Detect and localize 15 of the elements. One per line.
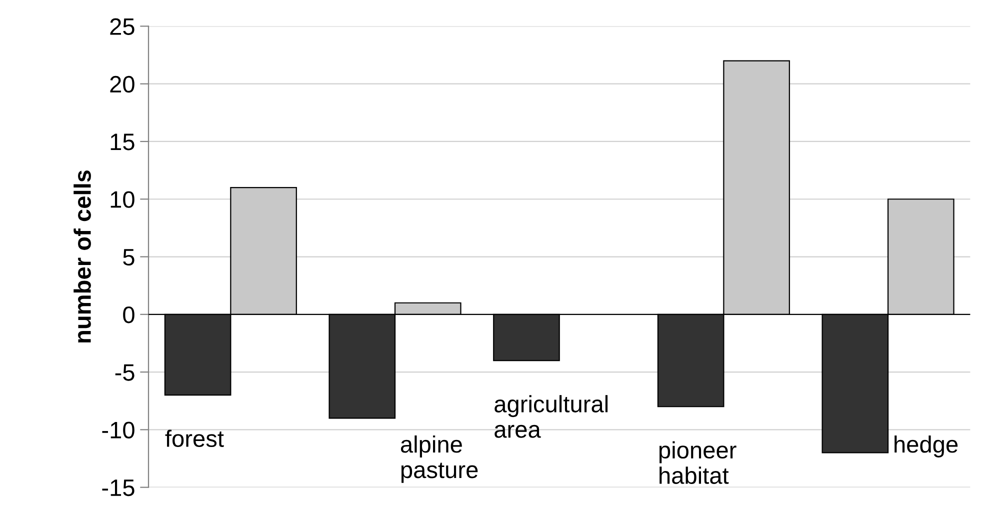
x-tick-label: pioneer habitat — [659, 441, 736, 484]
y-tick-label: -5 — [115, 364, 134, 381]
y-tick-label: 10 — [110, 191, 134, 208]
y-tick-label: 25 — [110, 18, 134, 35]
y-tick-label: -10 — [102, 422, 134, 438]
x-tick-label: forest — [165, 430, 224, 448]
y-tick-label: 20 — [110, 76, 134, 93]
y-tick-label: 5 — [123, 249, 134, 266]
y-tick-label: 0 — [123, 306, 134, 324]
y-tick-label: 15 — [110, 134, 134, 150]
x-tick-label: agricultural area — [494, 395, 608, 438]
x-tick-label: hedge — [894, 435, 958, 458]
y-tick-label: -15 — [102, 480, 134, 496]
x-tick-label: alpine pasture — [400, 435, 478, 483]
y-axis-title: number of cells — [74, 170, 91, 342]
